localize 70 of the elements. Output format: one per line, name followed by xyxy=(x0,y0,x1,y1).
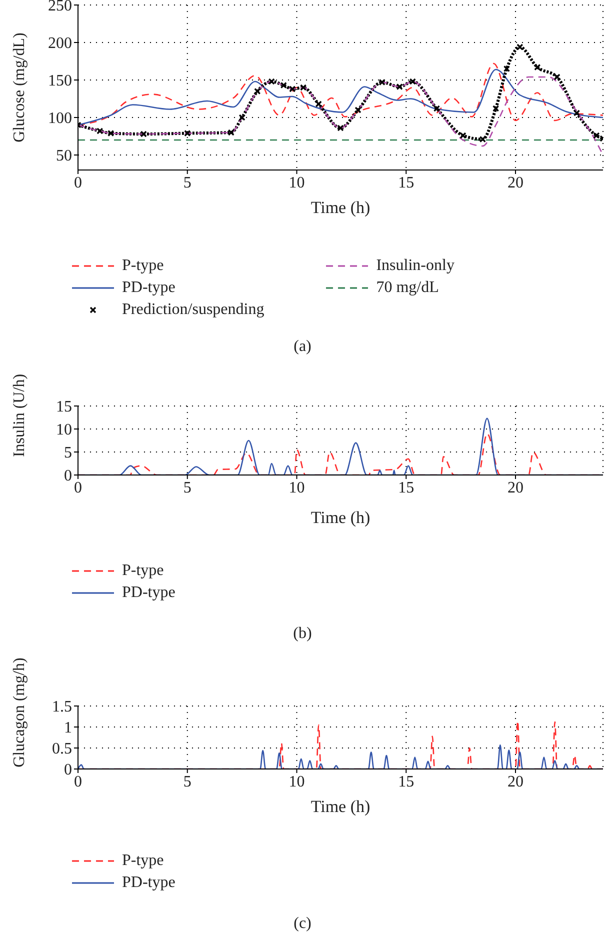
point xyxy=(300,84,307,91)
y-tick-label: 0 xyxy=(64,468,72,485)
point xyxy=(315,100,322,108)
y-tick-label: 100 xyxy=(48,110,72,128)
point xyxy=(409,78,416,85)
text: (b) xyxy=(292,625,313,643)
point xyxy=(289,86,296,92)
legend-label: Insulin-only xyxy=(376,257,454,275)
y-tick-label: 200 xyxy=(48,35,72,52)
y-axis-title: Glucose (mg/dL) xyxy=(11,32,28,142)
x-tick-label: 10 xyxy=(288,174,305,192)
x-axis-title: Time (h) xyxy=(310,198,370,217)
x-tick-label: 5 xyxy=(183,773,192,790)
x-tick-label: 10 xyxy=(288,479,305,496)
legend-label: Prediction/suspending xyxy=(122,301,264,319)
legend-label: 70 mg/dL xyxy=(376,279,439,297)
point xyxy=(593,132,600,139)
x-tick-label: 20 xyxy=(508,773,524,790)
x-tick-label: 5 xyxy=(183,174,192,192)
y-axis-title: Glucagon (mg/h) xyxy=(11,658,28,768)
point xyxy=(96,128,104,134)
point xyxy=(184,130,191,137)
point xyxy=(516,44,524,50)
text: (a) xyxy=(292,338,312,356)
text: (c) xyxy=(292,915,312,933)
legend-label: P-type xyxy=(122,852,164,870)
y-tick-label: 1.5 xyxy=(52,698,72,716)
point xyxy=(378,78,386,86)
point xyxy=(140,130,147,138)
x-tick-label: 20 xyxy=(508,479,524,496)
legend-label: PD-type xyxy=(122,279,176,297)
point xyxy=(337,124,344,132)
point xyxy=(238,114,246,121)
x-tick-label: 20 xyxy=(508,174,524,192)
point xyxy=(228,129,234,136)
legend-label: P-type xyxy=(122,562,164,580)
legend-label: PD-type xyxy=(122,874,176,892)
y-tick-label: 15 xyxy=(56,398,72,416)
x-tick-label: 15 xyxy=(398,773,414,790)
y-tick-label: 5 xyxy=(64,444,72,462)
x-axis-title: Time (h) xyxy=(310,508,370,527)
y-tick-label: 150 xyxy=(48,72,72,90)
point xyxy=(554,74,560,80)
x-tick-label: 10 xyxy=(288,773,305,790)
point xyxy=(479,136,486,143)
point xyxy=(108,130,114,137)
y-tick-label: 250 xyxy=(48,0,72,15)
x-tick-label: 15 xyxy=(398,479,414,496)
point xyxy=(354,106,362,114)
point xyxy=(396,83,403,90)
y-tick-label: 1 xyxy=(64,720,72,737)
point xyxy=(254,88,261,95)
legend-label: P-type xyxy=(122,257,164,275)
y-tick-label: 50 xyxy=(56,148,72,165)
point xyxy=(268,78,275,85)
y-tick-label: 10 xyxy=(56,422,72,439)
point xyxy=(534,64,541,71)
x-tick-label: 5 xyxy=(183,479,192,496)
x-tick-label: 15 xyxy=(398,174,414,192)
x-axis-title: Time (h) xyxy=(310,797,370,816)
point xyxy=(280,82,287,89)
point xyxy=(433,105,440,112)
y-tick-label: 0.5 xyxy=(52,740,72,758)
point xyxy=(460,132,466,139)
point xyxy=(573,110,580,116)
y-axis-title: Insulin (U/h) xyxy=(11,374,28,458)
point xyxy=(503,65,510,72)
point xyxy=(492,105,500,112)
y-tick-label: 0 xyxy=(64,762,72,779)
legend-label: PD-type xyxy=(122,584,176,602)
